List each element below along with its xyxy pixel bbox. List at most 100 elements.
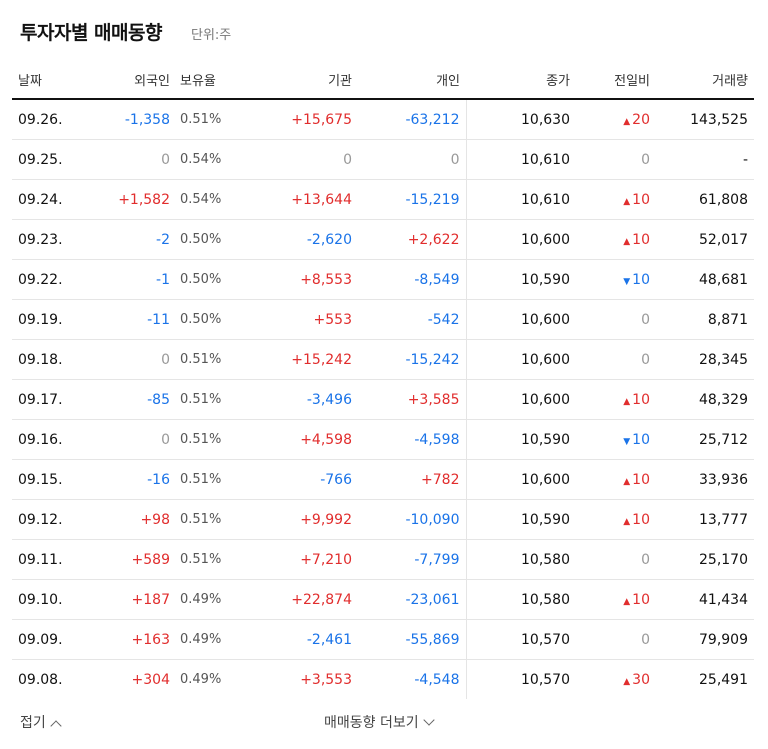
col-header-volume: 거래량: [656, 60, 754, 100]
holding-ratio-cell: 0.54%: [176, 139, 246, 180]
change-cell: ▼ 10: [576, 259, 656, 300]
close-price-cell: 10,630: [466, 99, 576, 140]
individual-cell: -23,061: [358, 579, 467, 620]
individual-cell: -15,219: [358, 179, 467, 220]
foreign-cell: -1: [94, 259, 176, 300]
change-cell: ▲ 10: [576, 499, 656, 540]
volume-cell: 33,936: [656, 459, 754, 500]
institution-cell: +3,553: [300, 671, 352, 688]
table-row: 09.11. +589 0.51% +7,210 -7,799 10,580 0 25,170: [12, 539, 754, 580]
close-price-cell: 10,600: [466, 299, 576, 340]
close-price-cell: 10,590: [466, 419, 576, 460]
close-price-cell: 10,610: [466, 179, 576, 220]
change-cell: 0: [576, 339, 656, 380]
holding-ratio-cell: 0.49%: [180, 672, 222, 687]
table-row: 09.09. +163 0.49% -2,461 -55,869 10,570 0 79,90…: [12, 619, 754, 660]
date-cell: 09.17.: [12, 379, 94, 420]
triangle-up-icon: ▲: [623, 236, 631, 247]
volume-cell: 52,017: [656, 219, 754, 260]
col-header-date: 날짜: [12, 60, 94, 100]
triangle-up-icon: ▲: [623, 676, 631, 687]
close-price-cell: 10,600: [466, 219, 576, 260]
change-cell: ▲ 30: [623, 671, 650, 688]
close-price-cell: 10,590: [466, 499, 576, 540]
table-row: 09.26. -1,358 0.51% +15,675 -63,212 10,630 ▲ 20…: [12, 99, 754, 140]
volume-cell: 28,345: [656, 339, 754, 380]
change-cell: ▲ 20: [576, 99, 656, 140]
triangle-up-icon: ▲: [623, 196, 631, 207]
change-cell: 0: [576, 539, 656, 580]
table-row: 09.17. -85 0.51% -3,496 +3,585 10,600 ▲ 10 48,32…: [12, 379, 754, 420]
volume-cell: 25,712: [656, 419, 754, 460]
trading-table: 날짜 외국인 보유율 기관 개인 종가 전일비 거래량 09.26. -1,358…: [12, 60, 754, 699]
individual-cell: -55,869: [358, 619, 467, 660]
individual-cell: -4,548: [358, 659, 467, 699]
volume-cell: 61,808: [656, 179, 754, 220]
triangle-up-icon: ▲: [623, 116, 631, 127]
triangle-up-icon: ▲: [623, 516, 631, 527]
individual-cell: +2,622: [358, 219, 467, 260]
col-header-close: 종가: [466, 60, 576, 100]
volume-cell: 48,329: [656, 379, 754, 420]
holding-ratio-cell: 0.51%: [176, 379, 246, 420]
close-price-cell: 10,580: [466, 579, 576, 620]
institution-cell: -2,620: [246, 219, 358, 260]
volume-cell: 25,491: [699, 671, 748, 688]
collapse-label: 접기: [20, 715, 46, 731]
change-cell: ▲ 10: [576, 179, 656, 220]
unit-label: 단위:주: [191, 28, 232, 43]
foreign-cell: -2: [94, 219, 176, 260]
volume-cell: 79,909: [656, 619, 754, 660]
institution-cell: +13,644: [246, 179, 358, 220]
date-cell: 09.10.: [12, 579, 94, 620]
foreign-cell: 0: [94, 139, 176, 180]
holding-ratio-cell: 0.51%: [176, 499, 246, 540]
date-cell: 09.26.: [12, 99, 94, 140]
foreign-cell: +1,582: [94, 179, 176, 220]
institution-cell: +4,598: [246, 419, 358, 460]
volume-cell: 13,777: [656, 499, 754, 540]
volume-cell: -: [656, 139, 754, 180]
institution-cell: +15,242: [246, 339, 358, 380]
foreign-cell: +304: [131, 671, 170, 688]
institution-cell: +15,675: [246, 99, 358, 140]
holding-ratio-cell: 0.51%: [176, 99, 246, 140]
table-row: 09.08. +304 0.49% +3,553 -4,548 10,570 ▲ 30 25,4…: [12, 659, 754, 699]
change-cell: 0: [576, 619, 656, 660]
individual-cell: -7,799: [358, 539, 467, 580]
close-price-cell: 10,580: [466, 539, 576, 580]
collapse-button[interactable]: 접기: [20, 712, 62, 732]
individual-cell: -4,598: [358, 419, 467, 460]
date-cell: 09.09.: [12, 619, 94, 660]
individual-cell: 0: [358, 139, 467, 180]
col-header-foreign: 외국인: [94, 60, 176, 100]
holding-ratio-cell: 0.54%: [176, 179, 246, 220]
date-cell: 09.22.: [12, 259, 94, 300]
holding-ratio-cell: 0.50%: [176, 259, 246, 300]
panel-title: 투자자별 매매동향: [20, 22, 162, 44]
table-row: 09.25. 0 0.54% 0 0 10,610 0-: [12, 139, 754, 180]
change-cell: 0: [576, 139, 656, 180]
individual-cell: -63,212: [358, 99, 467, 140]
volume-cell: 25,170: [656, 539, 754, 580]
close-price-cell: 10,600: [466, 379, 576, 420]
table-row: 09.12. +98 0.51% +9,992 -10,090 10,590 ▲ 10 13,7…: [12, 499, 754, 540]
more-trading-button[interactable]: 매매동향 더보기: [324, 712, 435, 732]
foreign-cell: +187: [94, 579, 176, 620]
date-cell: 09.25.: [12, 139, 94, 180]
holding-ratio-cell: 0.50%: [176, 219, 246, 260]
institution-cell: +9,992: [246, 499, 358, 540]
table-header-row: 날짜 외국인 보유율 기관 개인 종가 전일비 거래량: [12, 60, 754, 100]
foreign-cell: -16: [94, 459, 176, 500]
institution-cell: +553: [246, 299, 358, 340]
volume-cell: 143,525: [656, 99, 754, 140]
volume-cell: 41,434: [656, 579, 754, 620]
date-cell: 09.16.: [12, 419, 94, 460]
volume-cell: 48,681: [656, 259, 754, 300]
change-cell: 0: [576, 299, 656, 340]
close-price-cell: 10,600: [466, 459, 576, 500]
change-cell: ▲ 10: [576, 219, 656, 260]
holding-ratio-cell: 0.51%: [176, 339, 246, 380]
holding-ratio-cell: 0.51%: [176, 419, 246, 460]
